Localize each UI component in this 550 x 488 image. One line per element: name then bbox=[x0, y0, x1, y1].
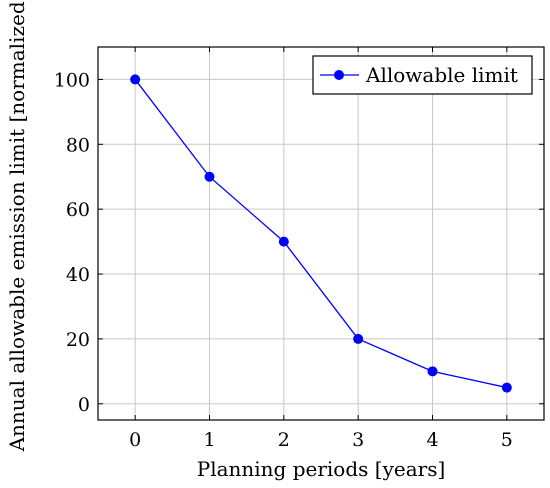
y-tick-label: 20 bbox=[66, 329, 90, 351]
data-point bbox=[130, 74, 141, 85]
y-tick-label: 0 bbox=[78, 394, 90, 416]
y-tick-label: 60 bbox=[66, 199, 90, 221]
plot-frame bbox=[97, 46, 545, 421]
legend-label: Allowable limit bbox=[365, 63, 518, 87]
y-axis-label: Annual allowable emission limit [normali… bbox=[5, 0, 29, 452]
grid-lines bbox=[98, 47, 544, 420]
legend: Allowable limit bbox=[312, 55, 533, 95]
series-line bbox=[134, 79, 507, 389]
data-point bbox=[278, 236, 289, 247]
data-point bbox=[427, 366, 438, 377]
y-tick-label: 80 bbox=[66, 134, 90, 156]
x-tick-label: 0 bbox=[129, 429, 141, 451]
x-tick-label: 2 bbox=[278, 429, 290, 451]
y-tick-label: 40 bbox=[66, 264, 90, 286]
series-layer bbox=[130, 74, 512, 393]
legend-marker bbox=[334, 70, 344, 80]
axis-ticks: 0 1 2 3 4 5 0 20 40 60 80 100 bbox=[54, 47, 544, 451]
data-point bbox=[353, 333, 364, 344]
x-tick-label: 3 bbox=[352, 429, 364, 451]
data-point bbox=[204, 171, 215, 182]
x-tick-label: 1 bbox=[203, 429, 215, 451]
data-point bbox=[501, 382, 512, 393]
y-tick-label: 100 bbox=[54, 69, 90, 91]
x-tick-label: 4 bbox=[426, 429, 438, 451]
x-axis-label: Planning periods [years] bbox=[197, 457, 446, 481]
x-tick-label: 5 bbox=[501, 429, 513, 451]
